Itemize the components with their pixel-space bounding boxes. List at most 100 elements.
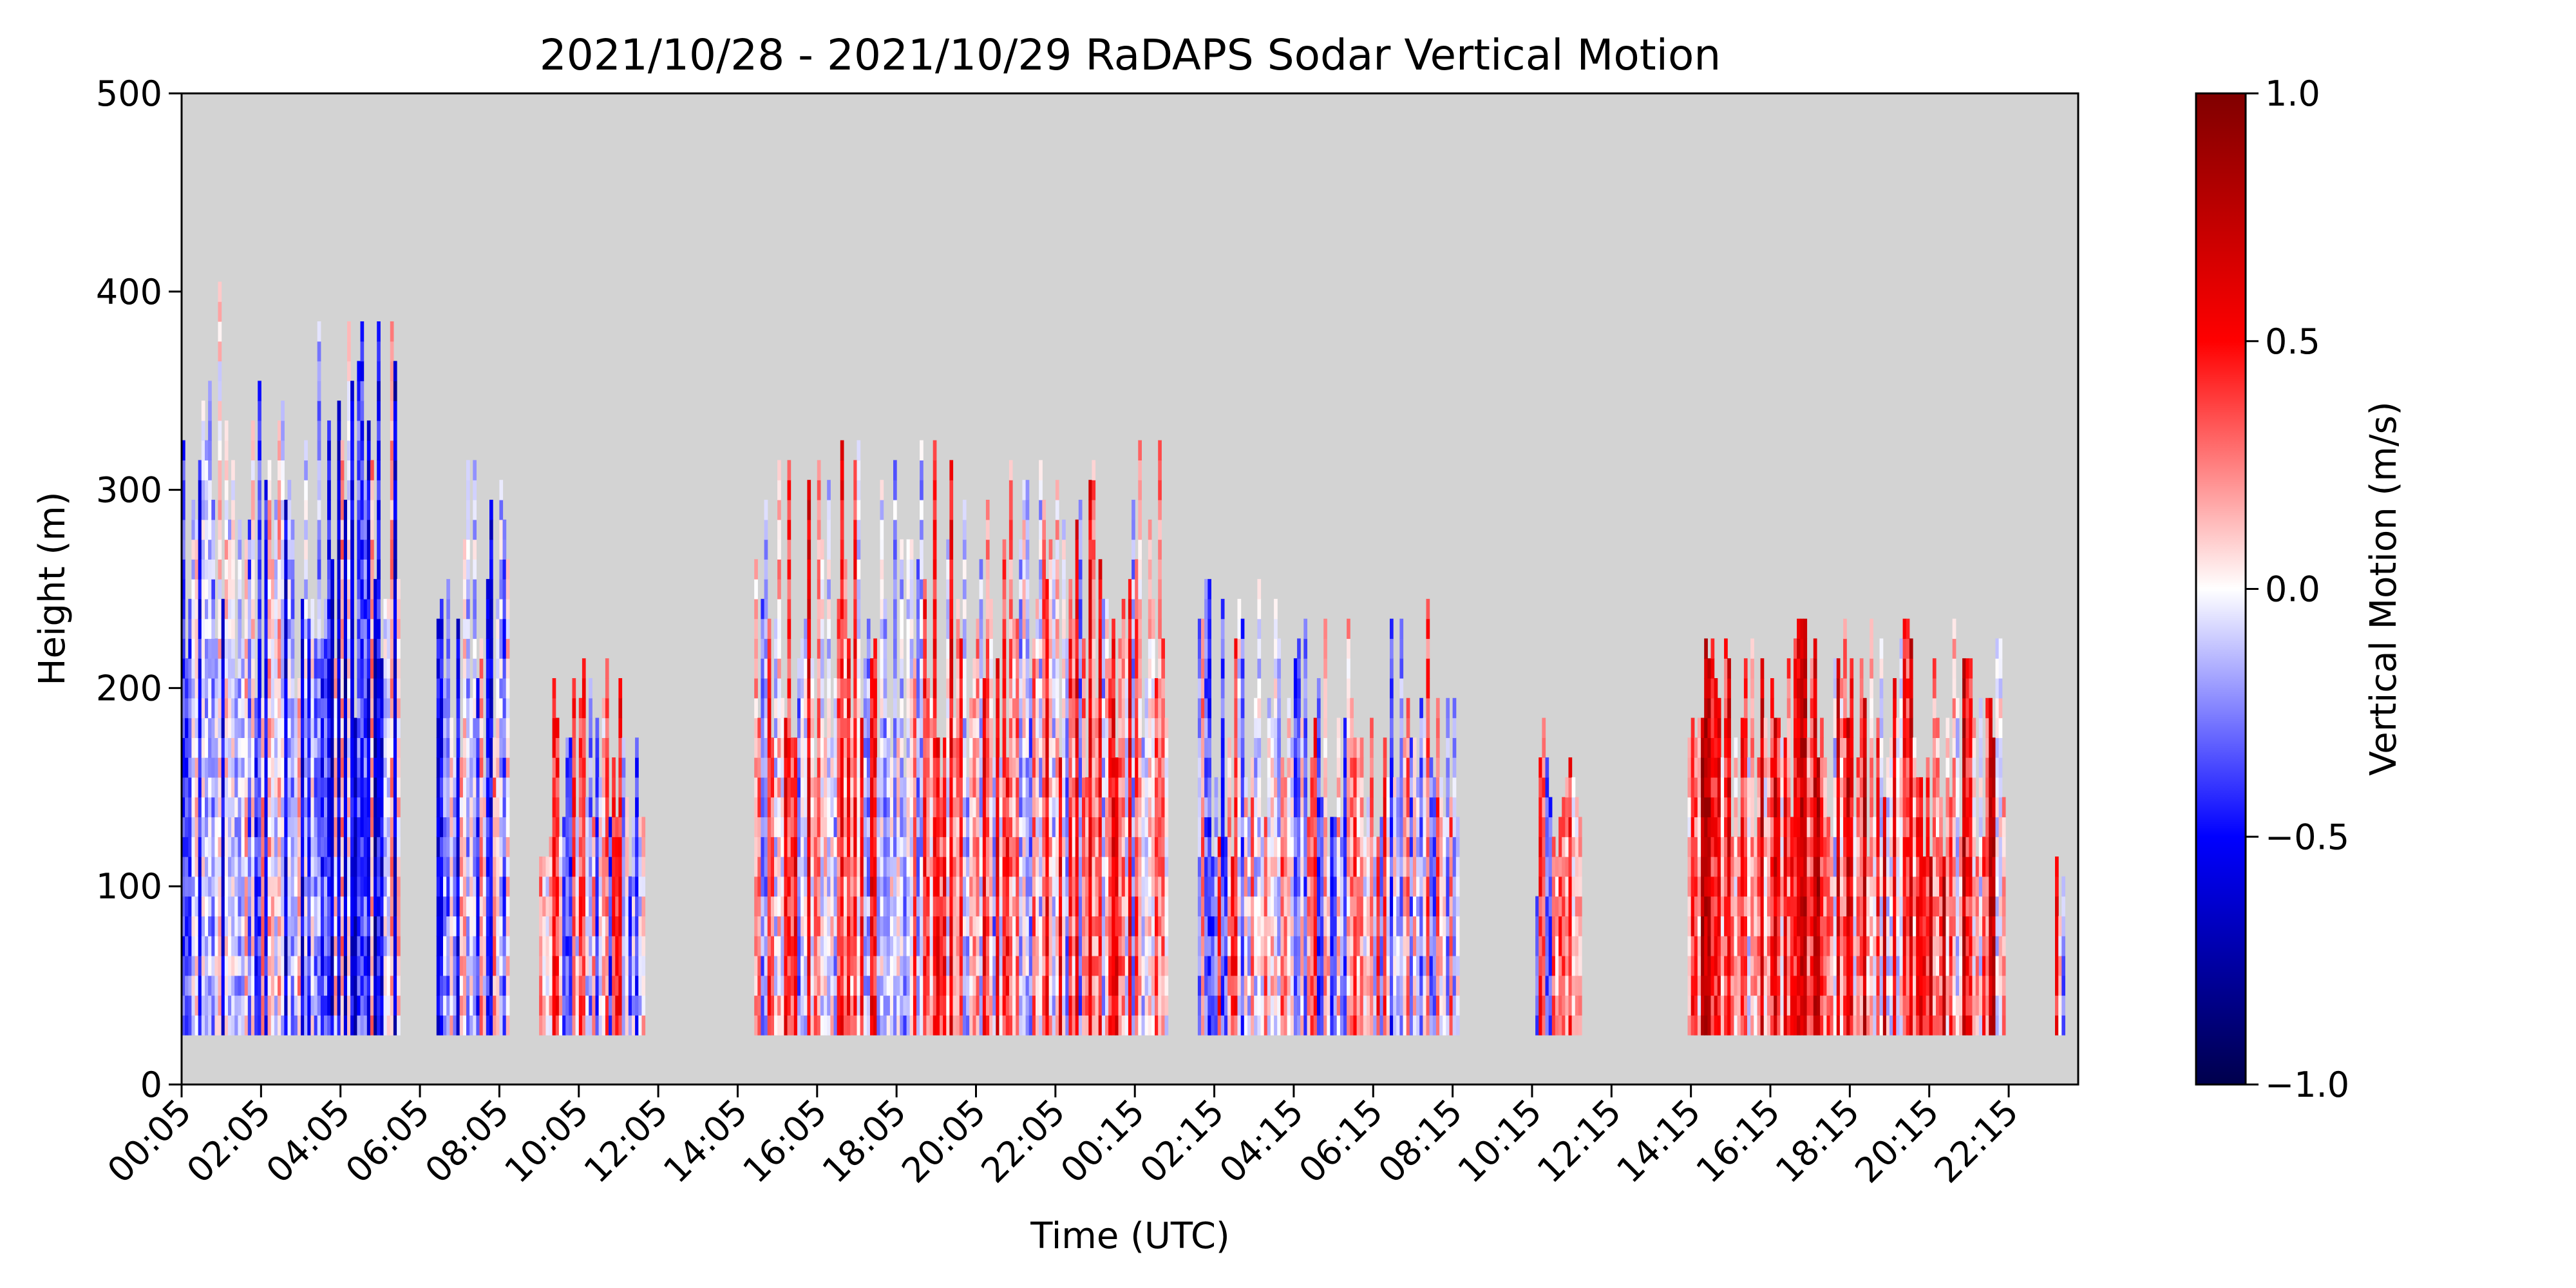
heat-cell [893,916,897,936]
heat-cell [208,777,212,798]
heat-cell [350,896,354,916]
heat-cell [393,916,397,936]
heat-cell [1112,777,1115,798]
heat-cell [943,797,947,818]
heat-cell [996,857,999,877]
heat-cell [549,916,553,936]
heat-cell [251,618,255,639]
heat-cell [989,638,993,659]
heat-cell [549,1015,553,1036]
heat-cell [880,658,884,679]
heat-cell [301,797,305,818]
heat-cell [926,837,931,857]
heat-cell [807,916,811,936]
heat-cell [466,857,470,877]
heat-cell [221,896,225,916]
heat-cell [1012,737,1016,758]
heat-cell [258,837,261,857]
heat-cell [1028,797,1033,818]
heat-cell [350,916,354,936]
heat-cell [270,717,275,738]
heat-cell [221,638,225,659]
heat-cell [609,896,612,916]
heat-cell [757,896,761,916]
heat-cell [820,936,824,956]
heat-cell [840,480,844,500]
heat-cell [609,975,612,996]
heat-cell [946,797,950,818]
heat-cell [800,975,804,996]
heat-cell [1101,995,1106,1016]
heat-cell [343,579,348,600]
heat-cell [889,757,894,778]
heat-cell [982,857,987,877]
heat-cell [1101,936,1106,956]
heat-cell [294,757,298,778]
heat-cell [979,955,983,976]
heat-cell [254,697,258,719]
heat-cell [920,559,923,580]
heat-cell [502,717,507,738]
heat-cell [853,817,857,837]
heat-cell [562,975,566,996]
heat-cell [1112,618,1115,639]
heat-cell [906,955,911,976]
heat-cell [807,876,811,897]
heat-cell [860,896,864,916]
heat-cell [393,638,397,659]
heat-cell [1009,737,1013,758]
heat-cell [1082,896,1086,916]
heat-cell [767,717,772,738]
heat-cell [320,777,325,798]
heat-cell [813,936,818,956]
heat-cell [350,381,354,401]
heat-cell [847,757,851,778]
heat-cell [241,1015,245,1036]
heat-cell [989,757,993,778]
heat-cell [446,678,450,699]
heat-cell [1045,618,1050,639]
heat-cell [1022,678,1027,699]
heat-cell [469,916,473,936]
heat-cell [976,975,980,996]
heat-cell [211,638,215,659]
heat-cell [767,678,772,699]
heat-cell [234,916,238,936]
heat-cell [996,697,999,719]
heat-cell [754,717,758,738]
heat-cell [370,936,374,956]
heat-cell [231,500,235,520]
heat-cell [278,876,281,897]
heat-cell [221,757,225,778]
heat-cell [208,480,212,500]
heat-cell [284,638,288,659]
heat-cell [972,717,977,738]
heat-cell [804,817,808,837]
heat-cell [281,500,285,520]
heat-cell [1039,896,1043,916]
heat-cell [1105,975,1109,996]
heat-cell [824,936,828,956]
heat-cell [1059,837,1063,857]
heat-cell [314,697,318,719]
heat-cell [913,797,917,818]
heat-cell [761,975,765,996]
heat-cell [589,857,592,877]
heat-cell [214,1015,219,1036]
heat-cell [380,916,384,936]
heat-cell [270,579,275,600]
heat-cell [943,777,947,798]
heat-cell [1045,857,1050,877]
heat-cell [923,896,927,916]
heat-cell [224,876,229,897]
heat-cell [1108,678,1112,699]
heat-cell [443,896,447,916]
heat-cell [979,896,983,916]
heat-cell [317,1015,321,1036]
heat-cell [1045,678,1050,699]
heat-cell [893,658,897,679]
heat-cell [833,678,838,699]
heat-cell [853,857,857,877]
heat-cell [489,519,493,540]
heat-cell [999,1015,1003,1036]
